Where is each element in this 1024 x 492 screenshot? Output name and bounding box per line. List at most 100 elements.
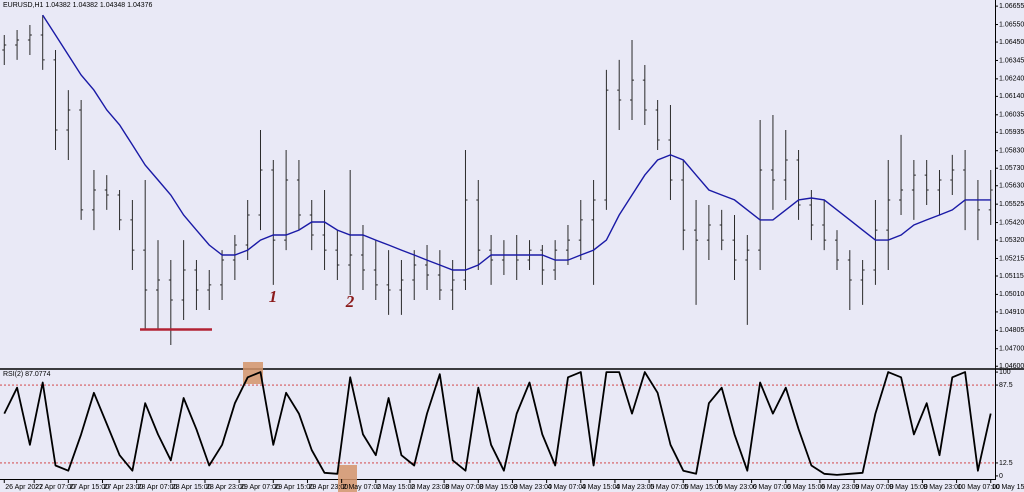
ohlc-bar <box>655 100 660 151</box>
x-tick-label: 2 May 15:00 <box>377 484 416 491</box>
rsi-line <box>3 371 992 476</box>
ohlc-bar <box>335 230 340 281</box>
ohlc-bar <box>706 205 711 261</box>
ohlc-bar <box>156 240 161 330</box>
ohlc-bar <box>258 130 263 231</box>
ohlc-bar <box>66 90 71 160</box>
ohlc-bar <box>937 169 942 216</box>
x-tick-label: 28 Apr 23:00 <box>206 484 246 491</box>
ohlc-bar <box>476 179 481 271</box>
x-tick-label: 4 May 15:00 <box>582 484 621 491</box>
ohlc-bar <box>834 230 839 271</box>
ohlc-bar <box>220 250 225 301</box>
x-tick-label: 9 May 07:00 <box>855 484 894 491</box>
ohlc-bar <box>642 65 647 125</box>
x-tick-label: 27 Apr 23:00 <box>103 484 143 491</box>
y-tick-label: 1.05215 <box>999 255 1024 262</box>
ohlc-bar <box>79 100 84 220</box>
y-tick-label: 1.05115 <box>999 273 1024 280</box>
ohlc-bar <box>770 114 775 210</box>
y-tick-label: 1.05320 <box>999 237 1024 244</box>
ohlc-bar <box>796 150 801 220</box>
y-tick-label: 1.06345 <box>999 57 1024 64</box>
y-tick-label: 87.5 <box>999 382 1013 389</box>
ohlc-bar <box>489 234 494 285</box>
ohlc-bar <box>130 199 135 271</box>
ohlc-bar <box>463 150 468 291</box>
ohlc-bar <box>924 159 929 206</box>
x-tick-label: 28 Apr 07:00 <box>138 484 178 491</box>
ohlc-bar <box>104 175 109 210</box>
y-tick-label: 1.06655 <box>999 3 1024 10</box>
x-tick-label: 3 May 07:00 <box>445 484 484 491</box>
y-tick-label: 1.05935 <box>999 129 1024 136</box>
x-tick-label: 3 May 15:00 <box>479 484 518 491</box>
ohlc-bar <box>668 104 673 200</box>
moving-average <box>42 14 991 271</box>
ohlc-bar <box>694 199 699 305</box>
ohlc-bar <box>822 199 827 251</box>
ohlc-bar <box>309 199 314 251</box>
ohlc-bar <box>412 250 417 301</box>
ohlc-bar <box>117 189 122 231</box>
y-tick-label: 1.04600 <box>999 363 1024 370</box>
ohlc-bar <box>360 225 365 291</box>
ohlc-bar <box>271 159 276 285</box>
indicator-title: RSI(2) 87.0774 <box>3 371 51 378</box>
ohlc-bar <box>15 29 20 60</box>
x-tick-label: 27 Apr 07:00 <box>35 484 75 491</box>
ohlc-bar <box>207 270 212 310</box>
ohlc-bar <box>886 159 891 271</box>
y-tick-label: 1.06550 <box>999 21 1024 28</box>
ohlc-bar <box>232 234 237 281</box>
ohlc-bar <box>732 215 737 281</box>
x-tick-label: 2 May 07:00 <box>343 484 382 491</box>
x-tick-label: 3 May 23:00 <box>513 484 552 491</box>
ohlc-bar <box>143 179 148 330</box>
y-tick-label: 1.06450 <box>999 39 1024 46</box>
y-tick-label: 1.06140 <box>999 93 1024 100</box>
ohlc-bar <box>950 154 955 196</box>
ohlc-bar <box>40 15 45 70</box>
ohlc-bar <box>758 120 763 271</box>
annotation: 1 <box>269 287 278 306</box>
x-tick-label: 6 May 15:00 <box>787 484 826 491</box>
ohlc-bar <box>27 25 32 56</box>
x-tick-label: 28 Apr 15:00 <box>172 484 212 491</box>
y-tick-label: 12.5 <box>999 460 1013 467</box>
ohlc-bar <box>386 250 391 315</box>
y-tick-label: 1.06240 <box>999 76 1024 83</box>
x-tick-label: 29 Apr 15:00 <box>274 484 314 491</box>
x-tick-label: 10 May 15:00 <box>992 484 1024 491</box>
y-tick-label: 0 <box>999 473 1003 480</box>
y-tick-label: 1.05420 <box>999 219 1024 226</box>
ohlc-bar <box>565 225 570 265</box>
ohlc-bar <box>591 179 596 285</box>
ohlc-bar <box>399 260 404 315</box>
ohlc-bar <box>296 159 301 231</box>
ohlc-bar <box>373 240 378 301</box>
x-tick-label: 29 Apr 07:00 <box>240 484 280 491</box>
y-tick-label: 100 <box>999 369 1011 376</box>
ohlc-bar <box>719 209 724 251</box>
chart-title: EURUSD,H1 1.04382 1.04382 1.04348 1.0437… <box>3 2 153 9</box>
ohlc-bar <box>847 250 852 310</box>
ohlc-bar <box>322 189 327 271</box>
ohlc-bar <box>284 150 289 251</box>
y-tick-label: 1.05630 <box>999 183 1024 190</box>
x-tick-label: 5 May 23:00 <box>718 484 757 491</box>
y-tick-label: 1.05010 <box>999 291 1024 298</box>
ohlc-bar <box>617 59 622 131</box>
highlight-box <box>338 465 357 492</box>
y-tick-label: 1.05730 <box>999 165 1024 172</box>
y-tick-label: 1.04700 <box>999 346 1024 353</box>
y-tick-label: 1.04805 <box>999 327 1024 334</box>
ohlc-bar <box>988 169 993 226</box>
x-tick-label: 9 May 15:00 <box>889 484 928 491</box>
ohlc-bar <box>53 49 58 151</box>
x-tick-label: 29 Apr 23:00 <box>308 484 348 491</box>
ohlc-bar <box>540 244 545 285</box>
